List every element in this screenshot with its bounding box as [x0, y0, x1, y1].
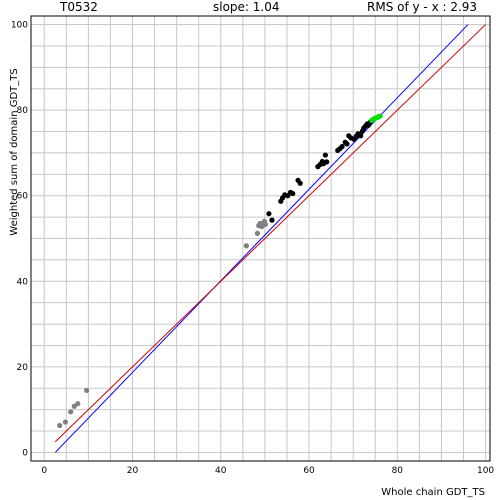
data-point: [377, 113, 383, 119]
target-id: T0532: [60, 0, 98, 14]
data-point: [84, 387, 90, 393]
x-tick-label: 20: [127, 466, 139, 476]
data-point: [322, 152, 328, 158]
x-tick-label: 100: [477, 466, 494, 476]
y-tick-label: 0: [22, 448, 28, 458]
grid: [31, 16, 490, 461]
identity-line: [54, 24, 486, 443]
plot-frame: [30, 15, 491, 462]
data-point: [262, 221, 268, 227]
data-point: [339, 143, 345, 150]
rms-readout: RMS of y - x : 2.93: [367, 0, 478, 14]
x-axis-label: Whole chain GDT_TS: [381, 487, 485, 498]
data-point: [243, 243, 249, 249]
x-tick-label: 40: [215, 466, 227, 476]
y-tick-labels: 0 20 40 60 80 100: [11, 21, 28, 459]
data-point: [266, 211, 272, 217]
data-point: [358, 133, 364, 139]
y-tick-label: 40: [17, 277, 29, 287]
y-tick-label: 60: [17, 192, 29, 202]
y-tick-label: 100: [11, 21, 28, 31]
y-axis-label: Weighted sum of domain GDT_TS: [9, 68, 20, 235]
data-point: [57, 422, 63, 429]
data-point: [68, 409, 74, 415]
data-point: [290, 190, 296, 197]
data-point: [344, 141, 350, 147]
y-tick-label: 80: [17, 106, 29, 116]
x-tick-labels: 0 20 40 60 80 100: [41, 466, 494, 476]
x-tick-label: 60: [303, 466, 315, 476]
data-point: [75, 401, 81, 407]
x-tick-label: 0: [41, 466, 47, 476]
x-tick-label: 80: [392, 466, 404, 476]
data-points: [57, 113, 383, 429]
data-point: [269, 217, 275, 223]
slope-readout: slope: 1.04: [213, 0, 280, 14]
data-point: [254, 230, 261, 236]
data-point: [324, 159, 330, 165]
fit-line: [54, 24, 469, 453]
reference-lines: [54, 24, 486, 453]
data-point: [297, 180, 303, 186]
y-tick-label: 20: [17, 363, 29, 373]
data-point: [62, 419, 69, 425]
